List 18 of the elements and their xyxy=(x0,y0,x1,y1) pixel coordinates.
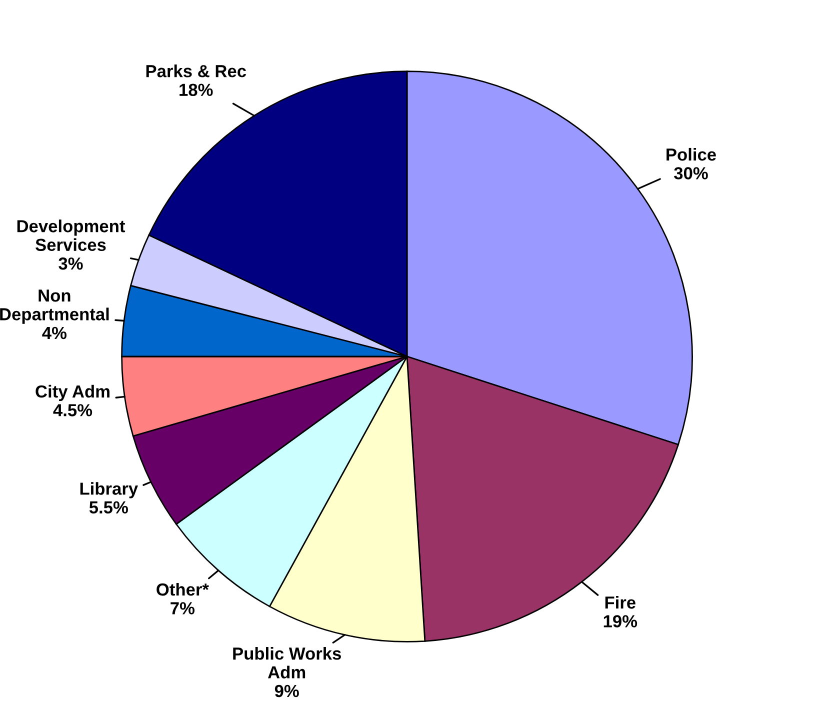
data-label: 9% xyxy=(274,684,299,698)
data-label: 18% xyxy=(180,84,213,96)
slice-label: Fire xyxy=(605,596,636,609)
data-label: 3% xyxy=(58,257,83,270)
slice-label: Other* xyxy=(156,582,209,596)
slice-label: Public Works Adm xyxy=(233,647,341,678)
data-label: 5.5% xyxy=(89,501,128,514)
data-label: 4% xyxy=(42,326,67,340)
slice-label: City Adm xyxy=(36,384,110,402)
slice-label: Parks & Rec xyxy=(146,64,246,78)
slice-label: Police xyxy=(666,148,716,161)
data-label: 19% xyxy=(604,615,638,628)
data-label: 30% xyxy=(674,167,708,180)
slice-label: Development Services xyxy=(17,220,126,252)
slice-label: Library xyxy=(80,482,138,498)
data-label: 7% xyxy=(170,602,195,614)
slice-label: Non Departmental xyxy=(0,290,109,324)
data-label: 4.5% xyxy=(53,404,92,416)
